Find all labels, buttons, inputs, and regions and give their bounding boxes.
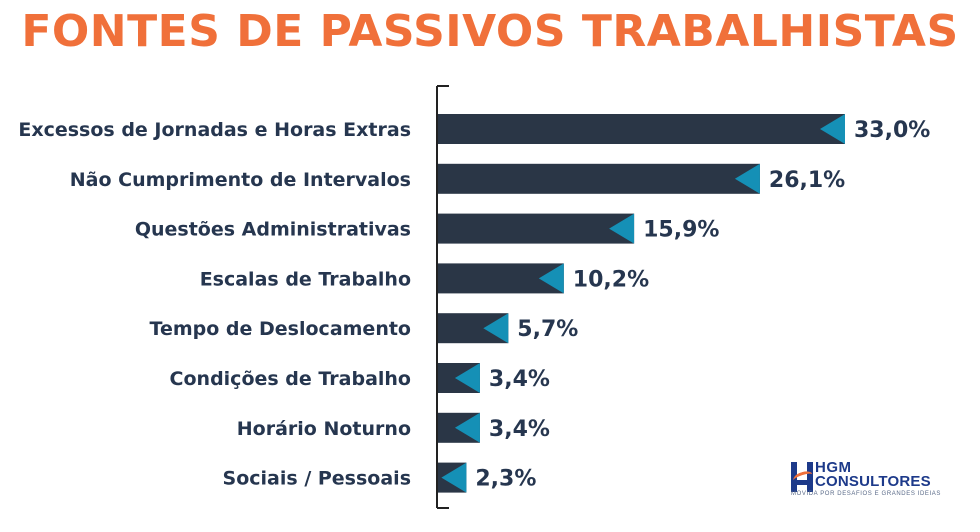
bar-end-marker (609, 213, 635, 244)
bar-end-marker (454, 363, 480, 393)
value-label: 33,0% (854, 118, 930, 143)
bar-end-marker (820, 114, 845, 144)
logo-text-hgm: HGM (815, 459, 852, 476)
hgm-logo: HGM CONSULTORES MOVIDA POR DESAFIOS E GR… (787, 460, 947, 500)
bar-end-marker (538, 263, 564, 294)
bar (438, 213, 635, 244)
value-label: 10,2% (573, 267, 649, 292)
value-label: 15,9% (643, 218, 719, 243)
value-label: 2,3% (475, 467, 536, 492)
category-label: Escalas de Trabalho (200, 268, 411, 290)
category-label: Excessos de Jornadas e Horas Extras (18, 119, 411, 141)
logo-text-consultores: CONSULTORES (815, 473, 931, 490)
category-label: Horário Noturno (237, 418, 411, 440)
bar-end-marker (454, 412, 480, 443)
category-label: Tempo de Deslocamento (150, 318, 411, 340)
category-label: Condições de Trabalho (170, 368, 411, 390)
category-label: Sociais / Pessoais (223, 468, 411, 490)
category-label: Questões Administrativas (135, 219, 411, 241)
bar-end-marker (441, 462, 467, 493)
value-label: 3,4% (489, 367, 550, 392)
bar-end-marker (734, 163, 760, 194)
bar-end-marker (483, 313, 509, 344)
bar (438, 163, 760, 194)
category-label: Não Cumprimento de Intervalos (70, 169, 411, 191)
chart-title: FONTES DE PASSIVOS TRABALHISTAS (21, 6, 959, 57)
value-label: 5,7% (517, 317, 578, 342)
value-label: 3,4% (489, 417, 550, 442)
logo-tagline: MOVIDA POR DESAFIOS E GRANDES IDEIAS (791, 491, 941, 497)
value-label: 26,1% (769, 168, 845, 193)
bar (438, 114, 845, 144)
hgm-logo-icon (791, 462, 815, 492)
